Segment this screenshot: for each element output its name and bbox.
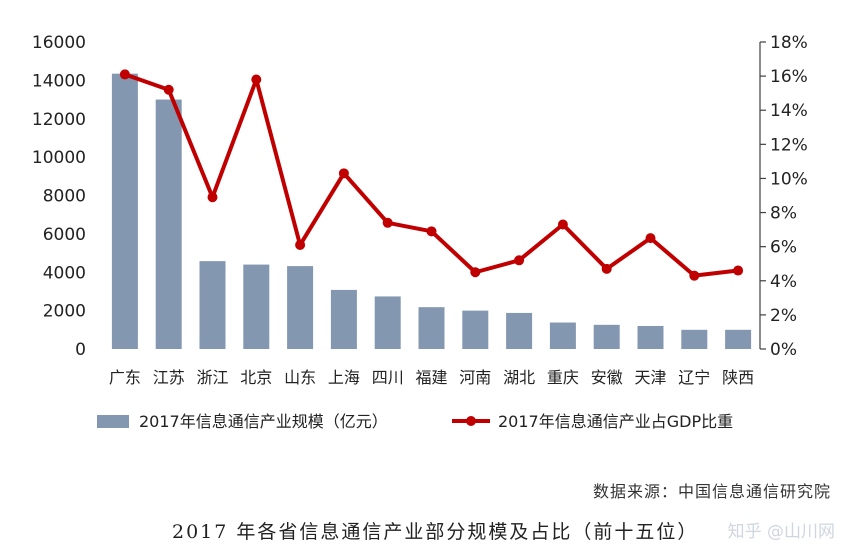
line-path xyxy=(124,72,739,278)
y-left-tick-label: 8000 xyxy=(43,187,86,207)
bar xyxy=(199,261,226,349)
y-left-tick-label: 6000 xyxy=(43,225,86,245)
line-point xyxy=(382,217,393,228)
line-point xyxy=(601,263,612,274)
line-point xyxy=(557,219,568,230)
y-right-tick-label: 18% xyxy=(770,33,808,53)
y-left-tick-label: 10000 xyxy=(32,148,86,168)
x-tick-label: 陕西 xyxy=(722,368,754,387)
line-point xyxy=(426,226,437,237)
x-tick-label: 北京 xyxy=(240,368,272,387)
y-left-tick-label: 12000 xyxy=(32,110,86,130)
y-right-tick-label: 6% xyxy=(770,238,797,258)
x-tick-label: 江苏 xyxy=(153,368,185,387)
figure-caption: 2017 年各省信息通信产业部分规模及占比（前十五位） xyxy=(172,521,699,543)
bar xyxy=(330,289,357,349)
line-point xyxy=(645,233,656,244)
x-tick-label: 四川 xyxy=(372,368,404,387)
bar xyxy=(593,324,620,349)
y-right-axis: 0% 2% 4% 6% 8% 10% 12% 14% 16% 18% xyxy=(759,33,808,360)
bar xyxy=(506,312,533,349)
bar xyxy=(418,307,445,349)
x-tick-label: 河南 xyxy=(459,368,491,387)
bar xyxy=(374,296,401,349)
bar xyxy=(462,310,489,349)
line-point xyxy=(733,265,744,276)
x-tick-label: 湖北 xyxy=(503,368,535,387)
line-point xyxy=(251,74,262,85)
x-tick-label: 上海 xyxy=(328,368,360,387)
line-point xyxy=(689,270,700,281)
chart: 0 2000 4000 6000 8000 10000 12000 14000 16000 0%… xyxy=(32,33,808,431)
y-left-axis: 0 2000 4000 6000 8000 10000 12000 14000 16000 xyxy=(32,33,86,360)
y-left-tick-label: 14000 xyxy=(32,71,86,91)
line-point xyxy=(295,239,306,250)
legend-line-marker xyxy=(466,416,476,426)
x-tick-label: 辽宁 xyxy=(678,368,710,387)
x-tick-label: 重庆 xyxy=(547,368,579,387)
x-tick-label: 天津 xyxy=(634,368,666,387)
y-right-tick-label: 14% xyxy=(770,101,808,121)
line-point xyxy=(119,69,130,80)
y-left-tick-label: 4000 xyxy=(43,263,86,283)
bar xyxy=(637,325,664,349)
legend: 2017年信息通信产业规模（亿元） 2017年信息通信产业占GDP比重 xyxy=(97,412,733,431)
x-tick-label: 广东 xyxy=(109,368,141,387)
line-point xyxy=(207,192,218,203)
line-series xyxy=(119,69,744,281)
y-right-tick-label: 10% xyxy=(770,169,808,189)
legend-line-label: 2017年信息通信产业占GDP比重 xyxy=(498,412,733,431)
source-note: 数据来源：中国信息通信研究院 xyxy=(592,482,831,501)
line-point xyxy=(470,267,481,278)
legend-bar-label: 2017年信息通信产业规模（亿元） xyxy=(139,412,388,431)
y-right-tick-label: 16% xyxy=(770,67,808,87)
y-right-tick-label: 2% xyxy=(770,306,797,326)
line-point xyxy=(514,255,525,266)
bar xyxy=(725,329,752,349)
x-tick-label: 山东 xyxy=(284,368,316,387)
x-tick-label: 浙江 xyxy=(196,368,228,387)
y-left-tick-label: 16000 xyxy=(32,33,86,53)
legend-bar-swatch xyxy=(97,415,129,428)
x-tick-label: 福建 xyxy=(415,368,447,387)
bar xyxy=(549,322,576,349)
y-right-tick-label: 4% xyxy=(770,272,797,292)
line-point xyxy=(163,84,174,95)
bar xyxy=(243,264,270,349)
y-right-tick-label: 12% xyxy=(770,135,808,155)
y-left-tick-label: 2000 xyxy=(43,302,86,322)
bar xyxy=(287,266,314,349)
y-left-tick-label: 0 xyxy=(75,340,86,360)
bar xyxy=(155,99,182,349)
x-axis-labels: 广东 江苏 浙江 北京 山东 上海 四川 福建 河南 湖北 重庆 安徽 天津 辽宁 陕西 xyxy=(109,368,754,387)
y-right-tick-label: 0% xyxy=(770,340,797,360)
watermark: 知乎 @山川网 xyxy=(727,522,835,542)
bar xyxy=(111,73,138,350)
bar-series xyxy=(111,73,752,350)
line-point xyxy=(338,168,349,179)
bar xyxy=(681,329,708,349)
x-tick-label: 安徽 xyxy=(591,368,623,387)
y-right-tick-label: 8% xyxy=(770,204,797,224)
